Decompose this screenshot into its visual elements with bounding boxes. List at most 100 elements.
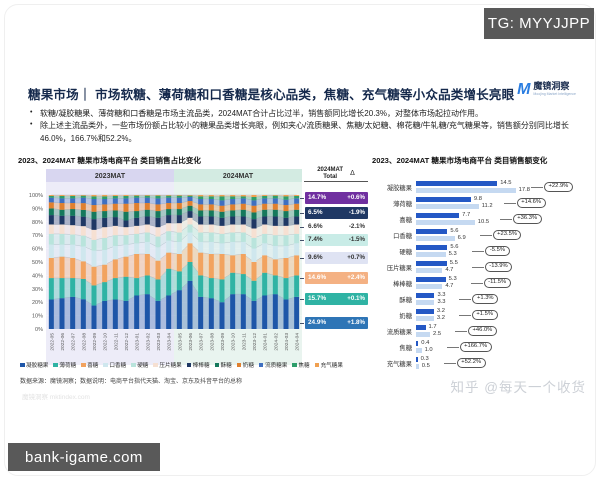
- bar-pair: 5.6 5.3 -5.5%: [416, 243, 598, 259]
- stack-segment: [230, 204, 236, 211]
- total-header-line2: Total: [323, 173, 338, 180]
- stack-segment: [102, 211, 108, 218]
- legend-swatch-icon: [236, 362, 242, 368]
- stack-segment: [70, 203, 76, 210]
- stack-segment: [294, 195, 300, 199]
- stack-segment: [70, 244, 76, 258]
- bar-2024mat: [416, 251, 446, 257]
- stack-segment: [176, 195, 182, 196]
- stack-segment: [240, 294, 246, 329]
- delta-badge: +52.2%: [456, 358, 486, 368]
- stack-segment: [134, 278, 140, 296]
- legend-swatch-icon: [258, 362, 264, 368]
- total-header-line1: 2024MAT: [317, 167, 344, 173]
- stack-segment: [219, 225, 225, 234]
- stack-segment: [80, 195, 86, 198]
- stack-segment: [59, 198, 65, 204]
- bar-value-label: 5.3: [448, 276, 457, 282]
- delta-badge: +1.5%: [471, 310, 498, 320]
- stack-segment: [176, 232, 182, 242]
- chip-share: 14.6%: [308, 274, 327, 282]
- bar-row: 硬糖 5.6 5.3 -5.5%: [372, 243, 598, 259]
- bar-2023mat: [416, 357, 418, 363]
- stack-segment: [240, 253, 246, 275]
- bar-value-label: 14.5: [500, 180, 512, 186]
- y-tick-label: 40%: [32, 273, 43, 279]
- stack-segment: [251, 237, 257, 249]
- legend: 凝胶糖果 薄荷糖 喜糖 口香糖 硬糖 压片糖果 棒棒糖 酥糖 奶糖 流质糖果 焦糖 充气糖果: [20, 361, 368, 369]
- stack-segment: [166, 203, 172, 210]
- legend-item: 酥糖: [214, 361, 232, 369]
- share-stack-chart: 2023、2024MAT 糖果市场电商平台 类目销售占比变化 2024MAT T…: [18, 155, 370, 410]
- x-tick-label: 2022-10: [103, 333, 109, 351]
- stack-segment: [219, 243, 225, 254]
- delta-leader-line: [446, 346, 459, 348]
- stack-segment: [283, 205, 289, 212]
- stack-segment: [48, 278, 54, 300]
- share-chip: 6.6% -2.1%: [300, 221, 368, 233]
- bank-watermark-text: bank-igame.com: [25, 448, 143, 466]
- share-chip: 7.4% -1.5%: [300, 234, 368, 246]
- stack-segment: [251, 212, 257, 220]
- delta-header: Δ: [350, 170, 355, 178]
- stack-segment: [176, 203, 182, 210]
- stack-segment: [251, 248, 257, 262]
- stack-segment: [91, 250, 97, 267]
- x-tick-label: 2022-07: [71, 333, 77, 351]
- legend-label: 薄荷糖: [59, 363, 77, 369]
- stack-segment: [80, 278, 86, 300]
- stack-segment: [144, 209, 150, 217]
- bar-row-label: 硬糖: [399, 248, 412, 256]
- delta-leader-line: [499, 218, 512, 220]
- share-chip: 15.7% +0.1%: [300, 293, 368, 305]
- bar-pair: 1.7 2.5 +46.0%: [416, 323, 598, 339]
- bar-value-label: 6.9: [457, 234, 466, 241]
- stack-segment: [155, 300, 161, 329]
- stack-segment: [176, 197, 182, 204]
- bar-pair: 3.3 3.3 +1.3%: [416, 291, 598, 307]
- bar-2024mat: [416, 283, 443, 289]
- chip-delta: +0.6%: [347, 194, 365, 202]
- stack-segment: [80, 209, 86, 217]
- bar-2024mat: [416, 219, 475, 225]
- stack-segment: [219, 211, 225, 218]
- stack-segment: [70, 209, 76, 216]
- stack-segment: [219, 195, 225, 197]
- stack-segment: [102, 282, 108, 301]
- legend-item: 口香糖: [103, 361, 126, 369]
- stack-segment: [294, 203, 300, 210]
- stack-segment: [230, 272, 236, 295]
- chip-share: 7.4%: [308, 236, 323, 244]
- stack-segment: [134, 197, 140, 204]
- stack-segment: [208, 224, 214, 233]
- legend-label: 口香糖: [109, 363, 127, 369]
- stack-segment: [102, 217, 108, 228]
- legend-label: 喜糖: [87, 363, 99, 369]
- stack-segment: [208, 199, 214, 205]
- stack-segment: [112, 195, 118, 199]
- chip-share: 15.7%: [308, 295, 327, 303]
- stack-segment: [144, 294, 150, 329]
- y-tick-label: 50%: [32, 260, 43, 266]
- stack-segment: [80, 261, 86, 279]
- stack-segment: [283, 195, 289, 197]
- bar-value-label: 0.3: [420, 356, 429, 362]
- legend-item: 奶糖: [236, 361, 254, 369]
- y-tick-label: 20%: [32, 300, 43, 306]
- stack-segment: [155, 211, 161, 218]
- x-tick-label: 2022-05: [49, 333, 55, 351]
- stack-segment: [48, 215, 54, 225]
- chip-share: 6.6%: [308, 223, 323, 231]
- stack-segment: [112, 210, 118, 218]
- stack-segment: [187, 243, 193, 262]
- stack-segment: [294, 209, 300, 217]
- x-tick-label: 2022-06: [60, 333, 66, 351]
- stack-segment: [208, 216, 214, 225]
- stack-segment: [283, 199, 289, 206]
- stack-segment: [240, 274, 246, 295]
- stack-segment: [48, 299, 54, 329]
- stack-segment: [155, 195, 161, 199]
- bar-value-label: 0.5: [421, 362, 430, 369]
- legend-label: 棒棒糖: [192, 363, 210, 369]
- bar-2023mat: [416, 181, 498, 187]
